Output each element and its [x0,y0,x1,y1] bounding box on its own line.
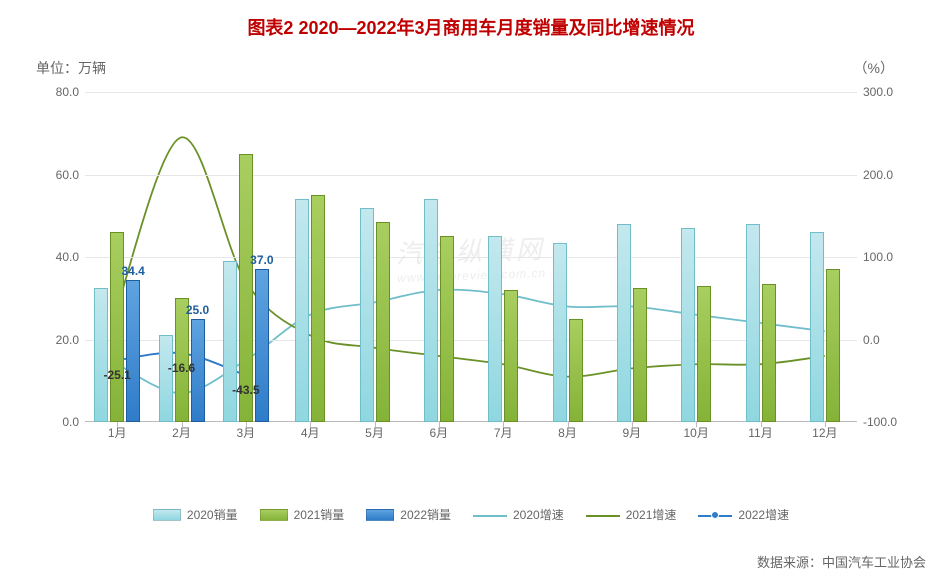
chart-area: 0.020.040.060.080.0 -100.00.0100.0200.03… [41,92,901,462]
y-right-tick: 100.0 [857,250,901,264]
bar-2020销量 [553,243,567,422]
x-tick-label: 1月 [108,424,127,441]
bar-2021销量 [762,284,776,422]
bar-2021销量 [504,290,518,422]
x-tick-label: 9月 [622,424,641,441]
bar-2021销量 [569,319,583,422]
bar-2021销量 [110,232,124,422]
legend-label: 2022销量 [400,506,451,523]
bar-2021销量 [376,222,390,422]
line-value-label: -16.6 [168,361,195,375]
legend-swatch-bar [153,509,181,521]
gridline [85,92,857,93]
bar-2020销量 [159,335,173,422]
bar-2020销量 [223,261,237,422]
legend-swatch-bar [260,509,288,521]
legend-swatch-line [698,509,732,521]
bar-value-label: 25.0 [186,303,209,317]
y-left-tick: 80.0 [41,85,85,99]
bar-2020销量 [746,224,760,422]
x-tick-label: 8月 [558,424,577,441]
bar-2022销量 [126,280,140,422]
bar-2022销量 [255,269,269,422]
y-left-tick: 40.0 [41,250,85,264]
y-right-tick: 300.0 [857,85,901,99]
legend-label: 2021销量 [294,506,345,523]
x-tick-label: 6月 [429,424,448,441]
legend-label: 2022增速 [738,506,789,523]
legend-swatch-line [586,509,620,521]
y-right-tick: 200.0 [857,168,901,182]
x-tick-label: 11月 [748,424,772,441]
line-value-label: -43.5 [232,383,259,397]
bar-2021销量 [239,154,253,422]
y-axis-left: 0.020.040.060.080.0 [41,92,85,422]
bar-2020销量 [424,199,438,422]
bar-2021销量 [697,286,711,422]
line-value-label: -25.1 [103,368,130,382]
legend-item: 2022增速 [698,506,789,523]
chart-title: 图表2 2020—2022年3月商用车月度销量及同比增速情况 [0,0,942,40]
x-tick-label: 7月 [494,424,513,441]
data-source: 数据来源：中国汽车工业协会 [757,552,926,571]
legend-item: 2020增速 [473,506,564,523]
x-axis-labels: 1月 2月 3月 4月 5月 6月 7月 8月 9月 10月 11月 12月 [85,424,857,444]
bar-value-label: 34.4 [121,264,144,278]
bar-2020销量 [360,208,374,423]
legend-label: 2021增速 [626,506,677,523]
legend-item: 2020销量 [153,506,238,523]
gridline [85,175,857,176]
legend-label: 2020增速 [513,506,564,523]
legend-label: 2020销量 [187,506,238,523]
bar-2020销量 [617,224,631,422]
x-tick-label: 12月 [812,424,837,441]
bar-2020销量 [810,232,824,422]
bar-2021销量 [633,288,647,422]
bar-2020销量 [488,236,502,422]
bar-2020销量 [94,288,108,422]
bar-2021销量 [440,236,454,422]
legend-item: 2021销量 [260,506,345,523]
unit-row: 单位：万辆 （%） [0,40,942,78]
plot-area: 汽车纵横网 www.autoreview.com.cn 34.425.037.0… [85,92,857,422]
x-tick-label: 3月 [236,424,255,441]
unit-right: （%） [854,58,894,78]
legend: 2020销量 2021销量 2022销量 2020增速 2021增速 2022增速 [0,506,942,523]
x-tick-label: 10月 [683,424,708,441]
legend-swatch-line [473,509,507,521]
x-tick-label: 2月 [172,424,191,441]
x-tick-label: 5月 [365,424,384,441]
bar-2020销量 [681,228,695,422]
bar-2021销量 [311,195,325,422]
legend-item: 2021增速 [586,506,677,523]
y-left-tick: 0.0 [41,415,85,429]
unit-left: 单位：万辆 [36,58,106,78]
legend-swatch-bar [366,509,394,521]
y-axis-right: -100.00.0100.0200.0300.0 [857,92,901,422]
y-left-tick: 20.0 [41,333,85,347]
bar-value-label: 37.0 [250,253,273,267]
y-right-tick: 0.0 [857,333,901,347]
bar-2021销量 [826,269,840,422]
legend-item: 2022销量 [366,506,451,523]
y-left-tick: 60.0 [41,168,85,182]
bar-2020销量 [295,199,309,422]
y-right-tick: -100.0 [857,415,901,429]
x-tick-label: 4月 [301,424,320,441]
gridline [85,257,857,258]
